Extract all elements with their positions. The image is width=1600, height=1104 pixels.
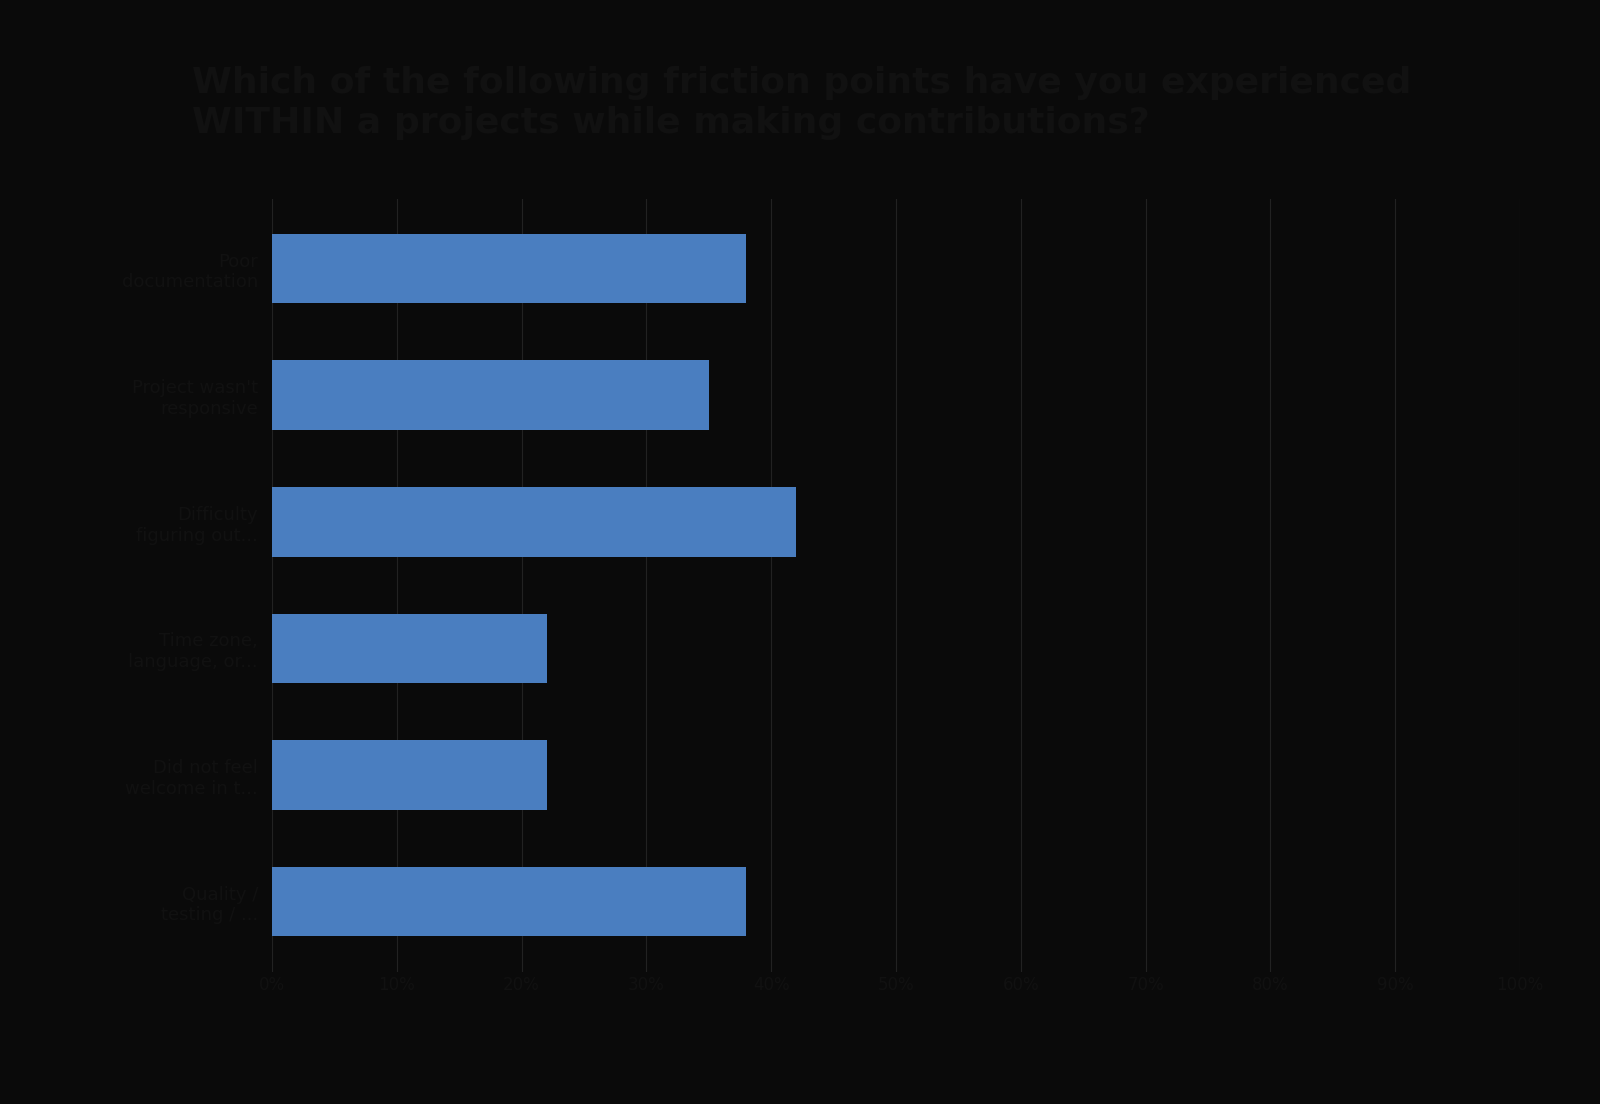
Bar <box>272 867 746 936</box>
Text: Which of the following friction points have you experienced
WITHIN a projects wh: Which of the following friction points h… <box>192 66 1411 139</box>
Bar <box>272 487 797 556</box>
Bar <box>272 360 709 431</box>
Bar <box>272 614 547 683</box>
Bar <box>272 234 746 304</box>
Bar <box>272 740 547 810</box>
